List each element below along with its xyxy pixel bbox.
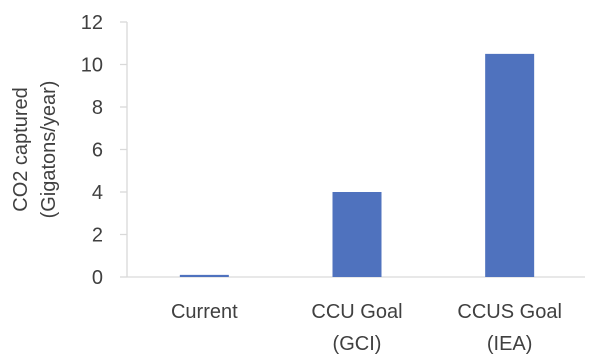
y-axis-title: CO2 captured (Gigatons/year) [10,81,60,219]
x-category-label: (IEA) [487,333,533,355]
y-tick-label: 4 [92,182,103,204]
x-category-label: Current [171,301,238,323]
bar [179,274,229,277]
y-tick-label: 8 [92,97,103,119]
bars [179,53,535,277]
bar [332,192,382,277]
y-tick-label: 6 [92,140,103,162]
y-tick-label: 2 [92,225,103,247]
x-category-label: (GCI) [333,333,382,355]
y-tick-label: 12 [81,12,103,34]
y-tick-label: 0 [92,267,103,289]
bar [485,53,535,277]
y-axis: 0 2 4 6 8 10 12 [81,12,128,289]
y-tick-label: 10 [81,55,103,77]
x-category-label: CCU Goal [311,301,402,323]
y-axis-title-line: (Gigatons/year) [38,81,60,219]
x-axis-labels: Current CCU Goal (GCI) CCUS Goal (IEA) [171,301,562,355]
x-category-label: CCUS Goal [457,301,561,323]
y-axis-title-line: CO2 captured [10,87,32,212]
